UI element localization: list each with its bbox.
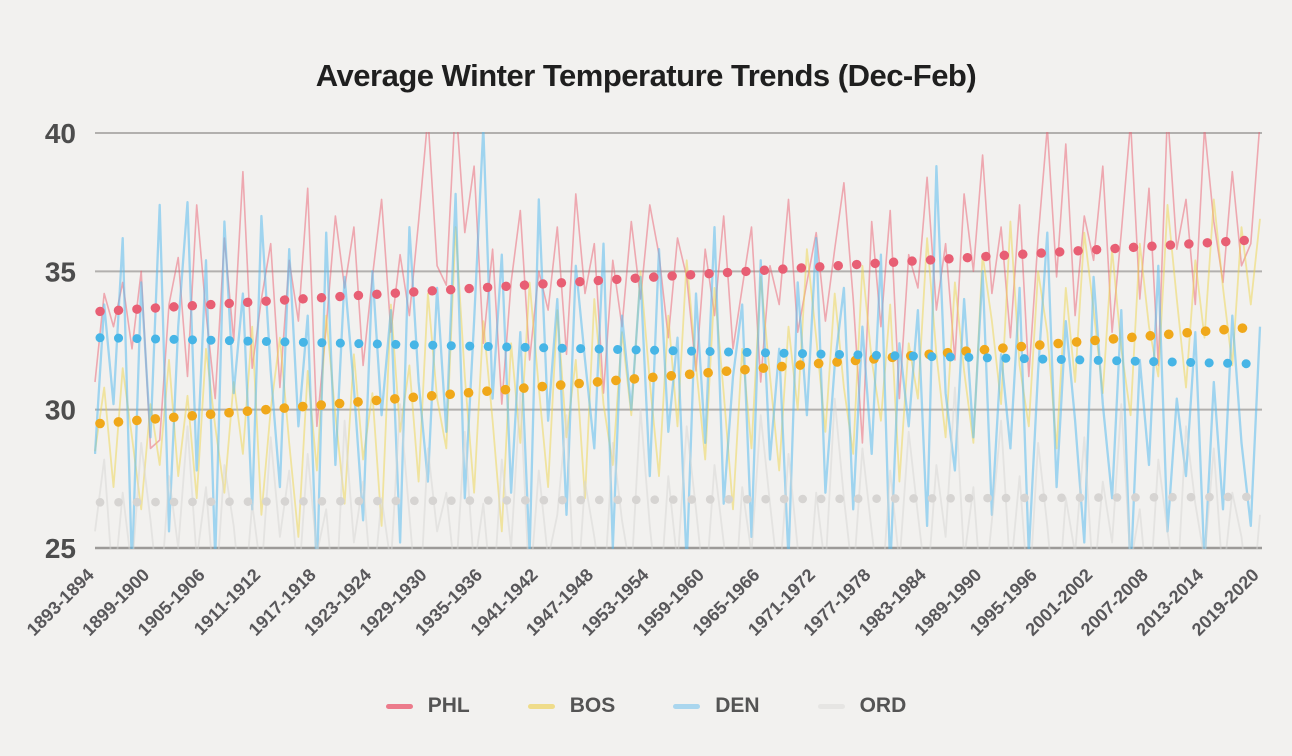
y-axis-label-30: 30 — [45, 395, 76, 426]
legend-marker-ord-icon — [817, 703, 845, 709]
series-line-phl — [94, 132, 1261, 450]
legend-label-den: DEN — [715, 694, 760, 717]
legend-item-ord: ORD — [817, 694, 907, 718]
trend-line-den — [95, 333, 1265, 369]
y-axis-label-40: 40 — [45, 118, 76, 149]
series-lines — [94, 132, 1262, 549]
y-axis-label-35: 35 — [45, 256, 76, 287]
legend-marker-bos-icon — [527, 703, 555, 709]
x-axis-labels: 1893-18941899-19001905-19061911-19121917… — [23, 565, 1263, 640]
series-line-bos — [94, 198, 1261, 538]
legend-item-phl: PHL — [385, 694, 470, 718]
legend-label-ord: ORD — [859, 694, 907, 717]
chart-title: Average Winter Temperature Trends (Dec-F… — [315, 58, 977, 93]
legend-label-bos: BOS — [569, 694, 616, 717]
chart-legend: PHL BOS DEN ORD — [0, 694, 1292, 718]
legend-marker-den-icon — [673, 703, 701, 709]
legend-marker-phl-icon — [385, 703, 413, 709]
legend-item-den: DEN — [673, 694, 760, 718]
y-axis-label-25: 25 — [45, 533, 76, 564]
legend-label-phl: PHL — [427, 694, 470, 717]
series-line-den — [94, 132, 1262, 549]
legend-item-bos: BOS — [527, 694, 616, 718]
y-axis-labels: 40 35 30 25 — [45, 118, 76, 564]
